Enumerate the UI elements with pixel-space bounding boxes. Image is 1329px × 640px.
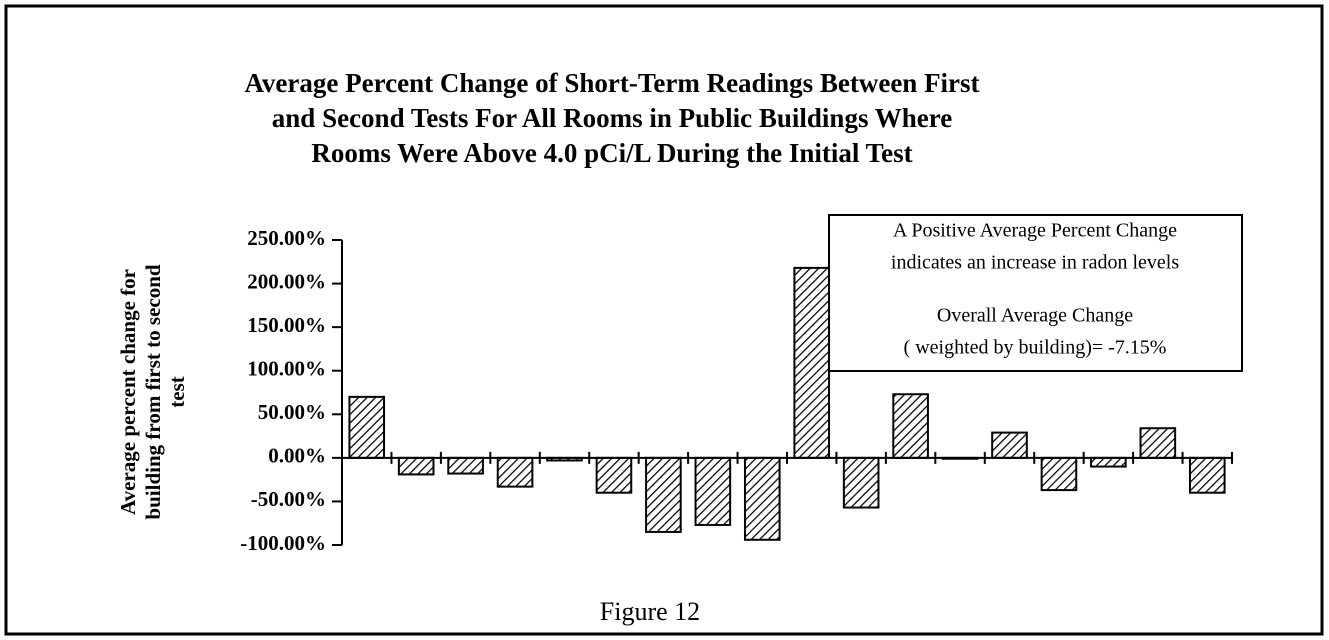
- frame: [4, 4, 1324, 636]
- y-tick-label: 0.00%: [268, 444, 326, 468]
- caption: Figure 12: [600, 597, 700, 626]
- y-tick-label: 200.00%: [247, 269, 326, 293]
- bar: [595, 456, 633, 494]
- y-axis-label: Average percent change for: [116, 269, 140, 515]
- bar: [1139, 427, 1177, 459]
- y-axis-label: building from first to second: [141, 264, 165, 519]
- bar: [1040, 456, 1078, 492]
- bar: [348, 395, 386, 459]
- y-tick-label: 100.00%: [247, 357, 326, 381]
- bar: [645, 456, 682, 533]
- annotation: A Positive Average Percent Change: [893, 220, 1177, 242]
- y-axis-label: test: [165, 376, 189, 407]
- bar: [1188, 456, 1226, 494]
- bar: [793, 266, 831, 459]
- chart-title: Average Percent Change of Short-Term Rea…: [244, 68, 979, 98]
- bar: [842, 456, 880, 509]
- chart-title: Rooms Were Above 4.0 pCi/L During the In…: [311, 138, 912, 168]
- annotation: indicates an increase in radon levels: [891, 252, 1179, 274]
- y-tick-label: 250.00%: [247, 226, 326, 250]
- y-tick-label: 50.00%: [258, 400, 326, 424]
- y-tick-label: -50.00%: [251, 487, 326, 511]
- bar: [892, 393, 929, 459]
- bar: [447, 456, 484, 475]
- bar: [1090, 456, 1127, 468]
- bar: [743, 456, 781, 541]
- bar: [496, 456, 534, 488]
- bar: [397, 456, 435, 476]
- y-tick-label: -100.00%: [240, 531, 326, 555]
- chart-title: and Second Tests For All Rooms in Public…: [272, 103, 952, 133]
- y-tick-label: 150.00%: [247, 313, 326, 337]
- bar: [694, 456, 732, 526]
- annotation: Overall Average Change: [937, 305, 1133, 327]
- annotation: ( weighted by building)= -7.15%: [904, 337, 1167, 359]
- annotation-box: [828, 214, 1243, 372]
- bar: [991, 431, 1028, 459]
